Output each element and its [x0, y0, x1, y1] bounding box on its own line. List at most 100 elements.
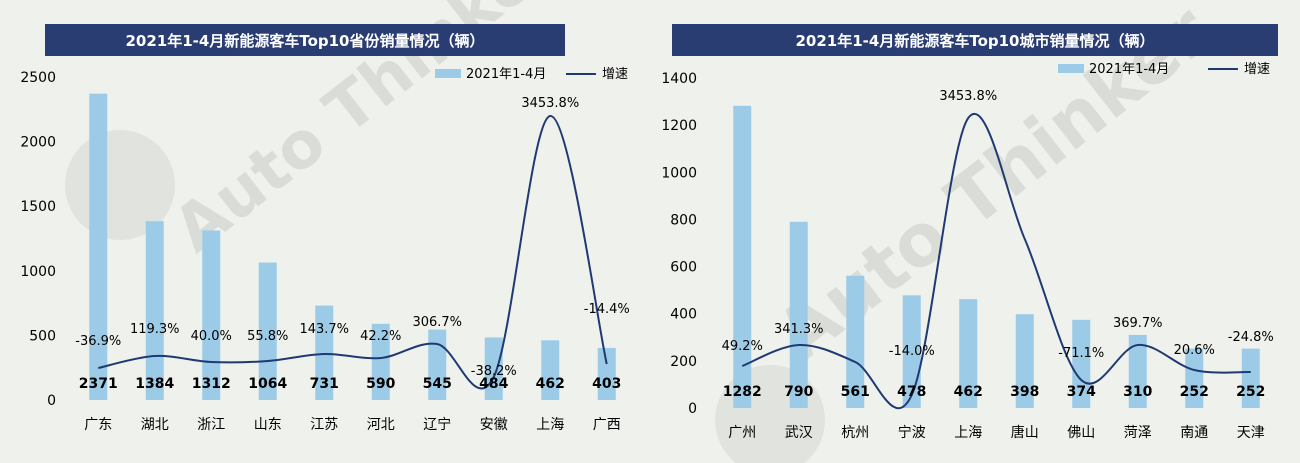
- value-label: 478: [897, 384, 926, 400]
- legend-bar-label: 2021年1-4月: [1089, 62, 1169, 77]
- legend: 2021年1-4月 增速: [435, 67, 628, 82]
- bar: [1185, 348, 1204, 408]
- category-label: 广西: [593, 417, 621, 433]
- legend-line-label: 增速: [602, 67, 628, 82]
- value-label: 790: [784, 384, 813, 400]
- growth-rate-label: 40.0%: [191, 329, 232, 344]
- growth-rate-label: -71.1%: [1058, 346, 1104, 361]
- y-tick-label: 1000: [661, 165, 697, 181]
- category-label: 山东: [254, 417, 282, 433]
- bar: [258, 262, 277, 400]
- bar: [145, 221, 164, 400]
- growth-rate-label: -36.9%: [75, 334, 121, 349]
- growth-rate-label: 42.2%: [360, 329, 401, 344]
- growth-line: [741, 113, 1251, 410]
- y-tick-label: 0: [47, 393, 56, 409]
- y-tick-label: 2500: [20, 70, 56, 86]
- bar: [428, 329, 447, 400]
- value-label: 403: [592, 376, 621, 392]
- category-label: 上海: [954, 425, 982, 441]
- y-tick-label: 1000: [20, 264, 56, 280]
- value-label: 1312: [192, 376, 231, 392]
- value-label: 310: [1123, 384, 1152, 400]
- value-label: 1384: [135, 376, 174, 392]
- value-label: 252: [1180, 384, 1209, 400]
- legend-bar-swatch: [435, 69, 461, 78]
- growth-rate-label: 3453.8%: [521, 96, 579, 111]
- value-label: 462: [954, 384, 983, 400]
- y-tick-label: 1200: [661, 118, 697, 134]
- growth-rate-label: 55.8%: [247, 329, 288, 344]
- watermark-logo-right: [715, 365, 825, 463]
- category-label: 广州: [728, 425, 756, 441]
- bar: [202, 230, 221, 400]
- value-label: 1064: [248, 376, 287, 392]
- bar: [541, 340, 560, 400]
- title-bar: [672, 24, 1278, 56]
- category-label: 唐山: [1011, 424, 1039, 441]
- chart-title: 2021年1-4月新能源客车Top10城市销量情况（辆）: [795, 32, 1154, 50]
- y-tick-label: 1400: [661, 71, 697, 87]
- growth-rate-label: 341.3%: [774, 322, 824, 337]
- category-label: 杭州: [841, 425, 869, 441]
- value-label: 590: [366, 376, 395, 392]
- growth-rate-label: -38.2%: [471, 364, 517, 379]
- bar: [846, 275, 865, 408]
- growth-rate-label: -24.8%: [1228, 330, 1274, 345]
- value-label: 561: [841, 384, 870, 400]
- province-chart: 2021年1-4月新能源客车Top10省份销量情况（辆） 2021年1-4月 增…: [20, 24, 630, 433]
- category-label: 安徽: [480, 417, 508, 433]
- bar: [959, 299, 978, 408]
- bar: [789, 221, 808, 408]
- y-tick-label: 2000: [20, 135, 56, 151]
- category-label: 浙江: [197, 417, 225, 433]
- value-label: 374: [1067, 384, 1096, 400]
- value-label: 462: [536, 376, 565, 392]
- bar: [1128, 334, 1147, 408]
- bar: [89, 93, 108, 400]
- growth-rate-label: 49.2%: [722, 339, 763, 354]
- title-bar: [45, 24, 565, 56]
- y-tick-label: 200: [670, 354, 697, 370]
- growth-rate-label: -14.4%: [584, 302, 630, 317]
- growth-rate-label: 143.7%: [299, 322, 349, 337]
- category-label: 湖北: [141, 417, 169, 433]
- bar: [315, 305, 334, 400]
- bar: [371, 323, 390, 400]
- category-label: 武汉: [785, 425, 813, 441]
- category-label: 上海: [536, 417, 564, 433]
- category-label: 宁波: [898, 424, 926, 441]
- y-tick-label: 600: [670, 260, 697, 276]
- value-label: 545: [423, 376, 452, 392]
- y-tick-label: 800: [670, 212, 697, 228]
- bar: [1072, 319, 1091, 408]
- value-label: 2371: [79, 376, 118, 392]
- y-tick-label: 0: [688, 401, 697, 417]
- value-label: 398: [1010, 384, 1039, 400]
- legend: 2021年1-4月 增速: [1058, 62, 1270, 77]
- category-label: 菏泽: [1124, 425, 1152, 441]
- growth-rate-label: 306.7%: [412, 315, 462, 330]
- category-label: 南通: [1180, 425, 1208, 441]
- city-chart: 2021年1-4月新能源客车Top10城市销量情况（辆） 2021年1-4月 增…: [661, 24, 1278, 441]
- y-tick-label: 500: [29, 328, 56, 344]
- bar: [1015, 314, 1034, 408]
- category-label: 河北: [367, 417, 395, 433]
- growth-rate-label: 119.3%: [130, 322, 180, 337]
- growth-rate-label: 3453.8%: [939, 89, 997, 104]
- bar: [597, 347, 616, 400]
- value-label: 484: [479, 376, 508, 392]
- chart-title: 2021年1-4月新能源客车Top10省份销量情况（辆）: [125, 32, 484, 50]
- legend-bar-swatch: [1058, 64, 1084, 73]
- category-label: 佛山: [1067, 425, 1095, 441]
- value-label: 731: [310, 376, 339, 392]
- growth-rate-label: 369.7%: [1113, 316, 1163, 331]
- category-label: 天津: [1237, 425, 1265, 441]
- value-label: 252: [1236, 384, 1265, 400]
- growth-line: [98, 114, 608, 390]
- category-label: 辽宁: [423, 416, 451, 433]
- legend-line-label: 增速: [1244, 62, 1270, 77]
- value-label: 1282: [723, 384, 762, 400]
- category-label: 江苏: [310, 417, 338, 433]
